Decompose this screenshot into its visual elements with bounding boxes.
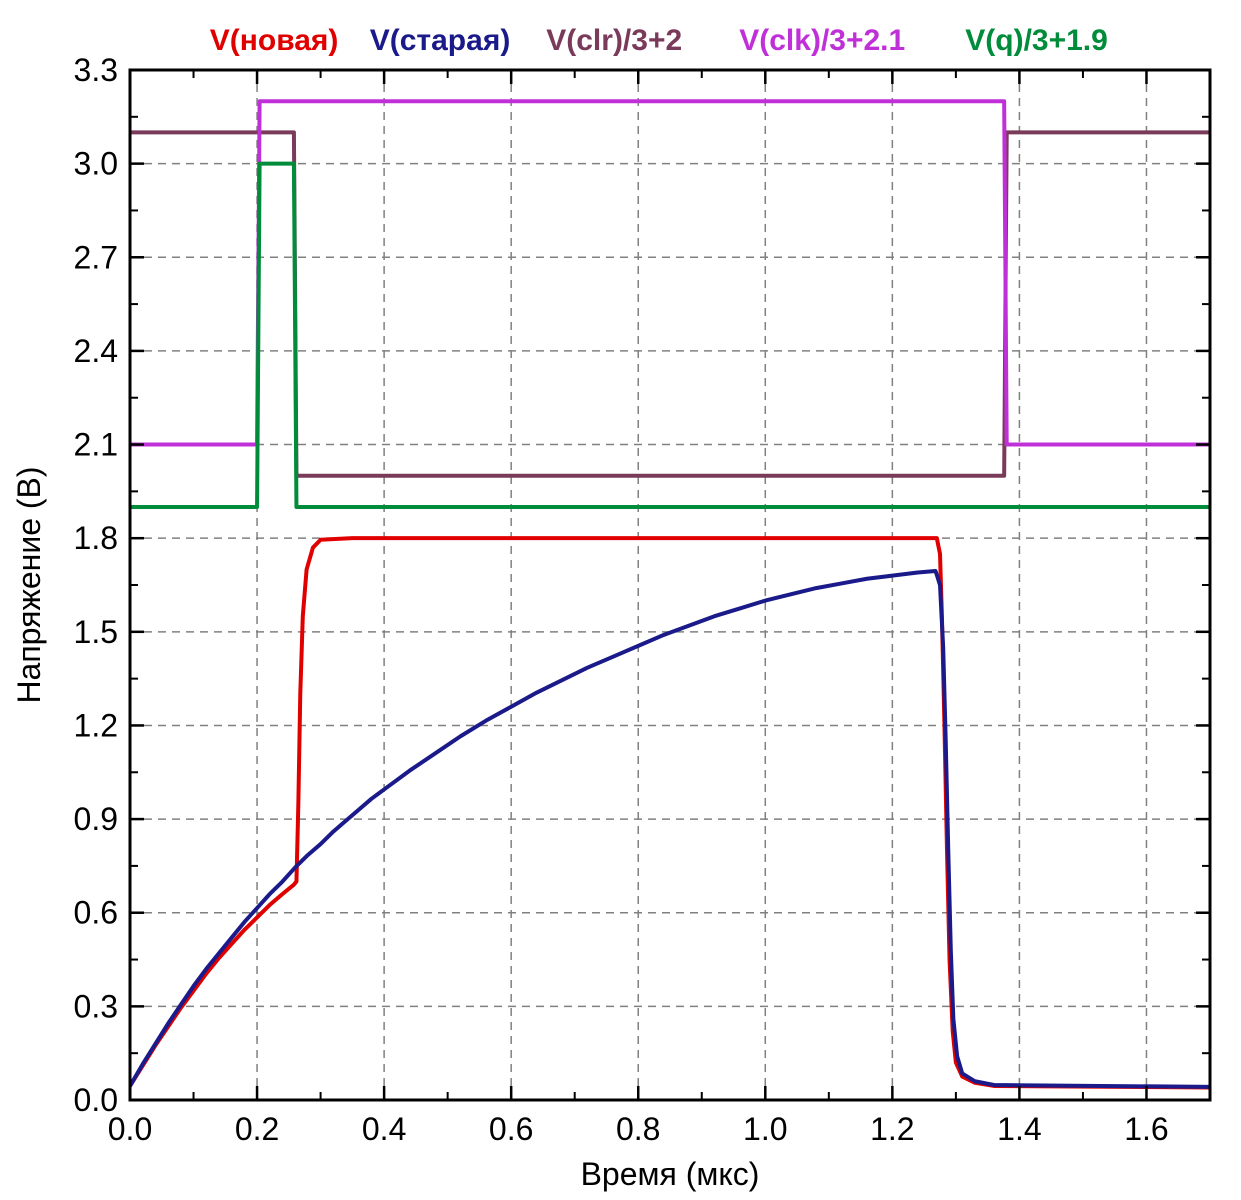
y-tick-label: 3.3 [74, 52, 118, 88]
legend: V(новая) V(старая) V(clr)/3+2 V(clk)/3+2.1 V… [210, 24, 1108, 57]
y-tick-label: 0.0 [74, 1082, 118, 1118]
chart-container: 0.00.20.40.60.81.01.21.41.60.00.30.60.91… [0, 0, 1241, 1200]
x-tick-label: 1.0 [743, 1111, 787, 1147]
legend-item: V(q)/3+1.9 [965, 24, 1108, 57]
y-tick-label: 3.0 [74, 146, 118, 182]
y-tick-label: 1.2 [74, 707, 118, 743]
y-tick-label: 0.3 [74, 988, 118, 1024]
x-tick-label: 1.2 [870, 1111, 914, 1147]
legend-item: V(новая) [210, 24, 339, 57]
y-tick-label: 1.5 [74, 614, 118, 650]
waveform-chart: 0.00.20.40.60.81.01.21.41.60.00.30.60.91… [0, 0, 1241, 1200]
y-tick-label: 2.4 [74, 333, 118, 369]
y-tick-label: 0.9 [74, 801, 118, 837]
x-tick-label: 0.2 [235, 1111, 279, 1147]
y-tick-label: 2.7 [74, 239, 118, 275]
x-tick-label: 0.6 [489, 1111, 533, 1147]
x-tick-label: 1.4 [997, 1111, 1041, 1147]
x-tick-label: 1.6 [1124, 1111, 1168, 1147]
y-tick-label: 0.6 [74, 895, 118, 931]
x-tick-label: 0.4 [362, 1111, 406, 1147]
legend-item: V(clk)/3+2.1 [739, 24, 905, 57]
y-tick-label: 2.1 [74, 427, 118, 463]
x-axis-label: Время (мкс) [581, 1156, 760, 1192]
x-tick-label: 0.8 [616, 1111, 660, 1147]
y-axis-label: Напряжение (В) [11, 466, 47, 703]
y-tick-label: 1.8 [74, 520, 118, 556]
legend-item: V(clr)/3+2 [546, 24, 682, 57]
legend-item: V(старая) [370, 24, 511, 57]
